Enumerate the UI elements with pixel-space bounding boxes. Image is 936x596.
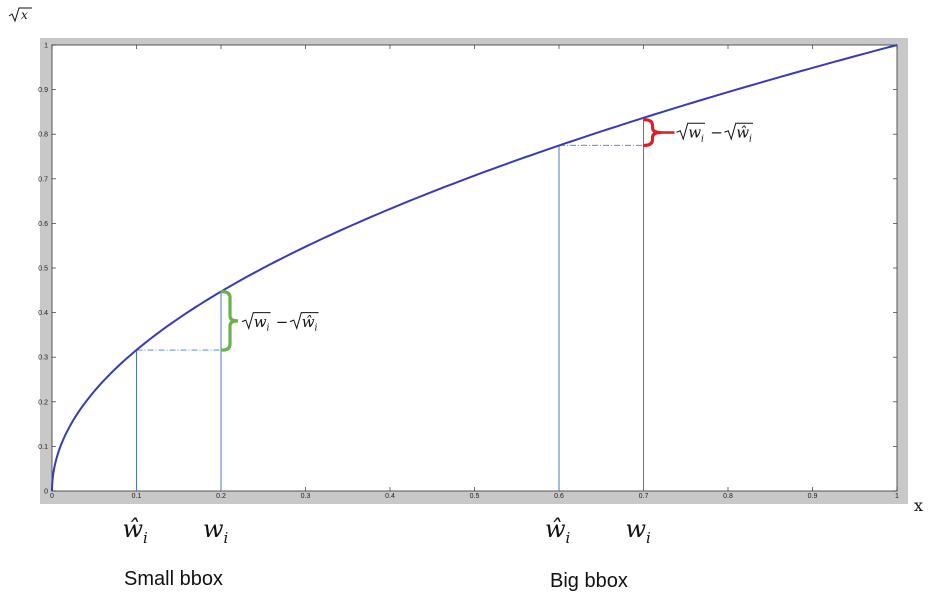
radical-sign — [241, 312, 271, 330]
brace-group — [220, 118, 675, 352]
y-tick-label: 0.2 — [38, 399, 48, 406]
w-i-label: wi — [626, 515, 652, 547]
radical-sign — [289, 312, 319, 330]
ylabel-radical — [8, 7, 32, 23]
y-tick-label: 1 — [44, 43, 48, 50]
what-i-label: ŵi — [545, 515, 571, 547]
x-tick-label: 0.3 — [301, 493, 311, 500]
y-tick-label: 0.3 — [38, 355, 48, 362]
x-tick-label: 1 — [895, 493, 899, 500]
x-tick-label: 0.8 — [723, 493, 733, 500]
what-i-label: ŵi — [123, 515, 149, 547]
y-tick-label: 0.8 — [38, 132, 48, 139]
y-tick-label: 0.5 — [38, 266, 48, 273]
guide-lines — [136, 117, 644, 491]
x-axis-label: x — [914, 496, 923, 515]
difference-label: wi − ŵi — [676, 122, 753, 145]
plot-area — [51, 44, 898, 492]
x-tick-label: 0.4 — [385, 493, 395, 500]
caption-small-bbox: Small bbox — [124, 568, 223, 590]
x-tick-label: 0.6 — [554, 493, 564, 500]
radical-sign — [724, 122, 753, 141]
radicand: ŵi — [736, 124, 752, 145]
difference-label: wi − ŵi — [241, 312, 319, 334]
radicand: wi — [688, 124, 704, 145]
y-tick-label: 0.9 — [38, 87, 48, 94]
w-i-label: wi — [203, 515, 229, 547]
minus-sign: − — [276, 313, 289, 331]
sqrt-term: wi — [241, 312, 271, 334]
x-tick-label: 0 — [50, 493, 54, 500]
y-tick-label: 0.7 — [38, 176, 48, 183]
y-tick-label: 0 — [44, 489, 48, 496]
x-tick-label: 0.9 — [808, 493, 818, 500]
y-tick-label: 0.4 — [38, 310, 48, 317]
tick-group: 0 0.1 0.2 0.3 0.4 0.5 0.6 0.7 0.8 0.9 1 0 0.1 0.2 0.3 0… — [38, 43, 899, 501]
x-tick-label: 0.1 — [132, 493, 142, 500]
sqrt-curve — [51, 44, 898, 492]
y-tick-label: 0.1 — [38, 444, 48, 451]
y-axis-label: x — [8, 7, 32, 23]
sqrt-term: wi — [676, 122, 705, 145]
ylabel-text: x — [21, 8, 28, 22]
y-tick-label: 0.6 — [38, 221, 48, 228]
caption-big-bbox: Big bbox — [550, 570, 628, 592]
minus-sign: − — [710, 124, 723, 142]
x-tick-label: 0.2 — [216, 493, 226, 500]
radicand: wi — [254, 313, 270, 334]
brace — [220, 290, 239, 352]
x-tick-label: 0.5 — [470, 493, 480, 500]
radical-sign — [676, 122, 705, 141]
x-tick-label: 0.7 — [639, 493, 649, 500]
radicand: ŵi — [302, 313, 318, 334]
sqrt-term: ŵi — [289, 312, 319, 334]
sqrt-term: ŵi — [724, 122, 753, 145]
